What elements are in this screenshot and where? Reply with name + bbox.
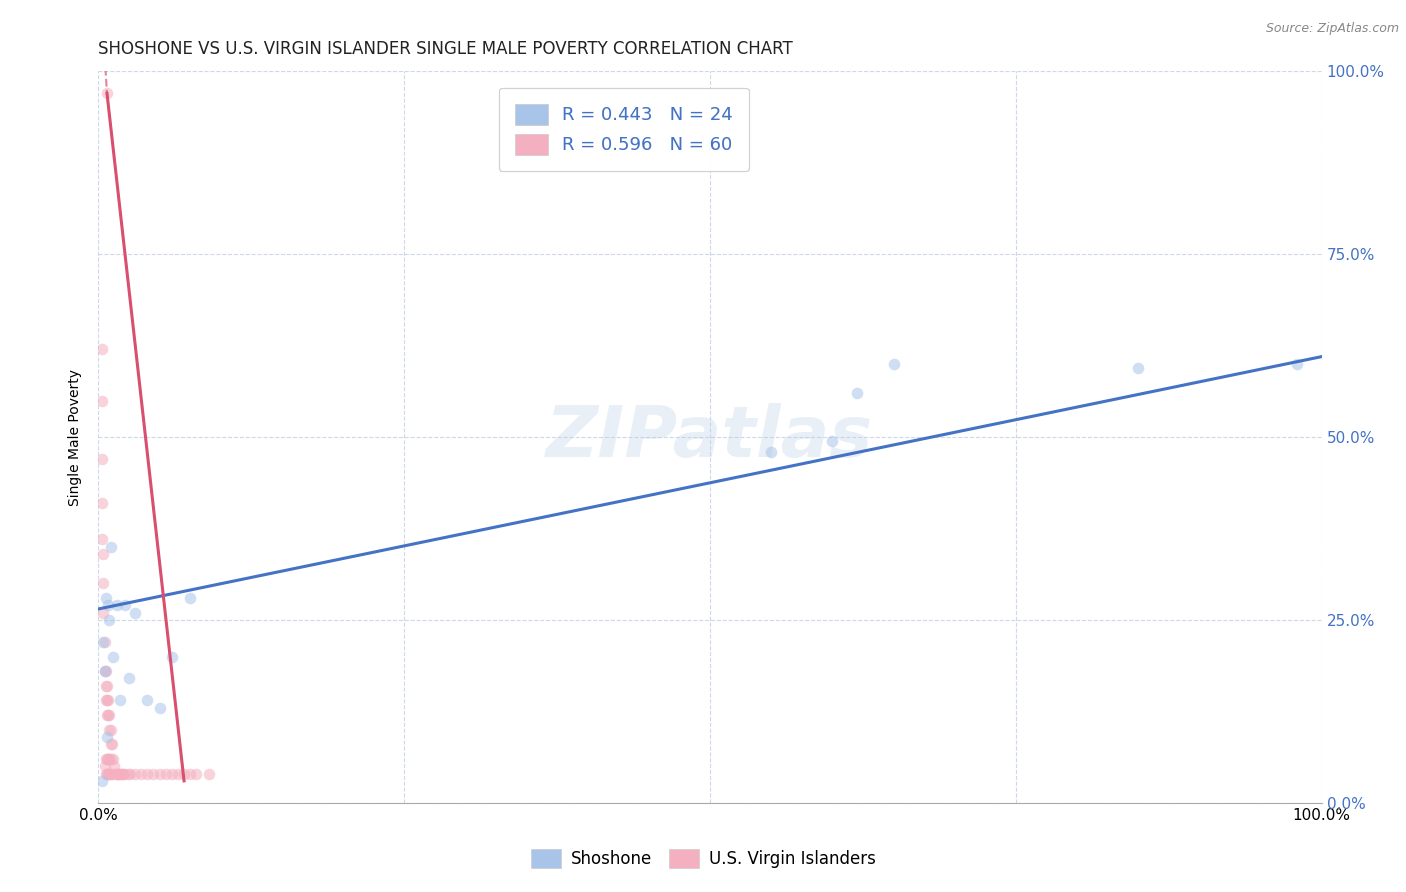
Point xyxy=(98,613,121,627)
Point xyxy=(91,496,114,510)
Point xyxy=(96,766,118,780)
Point xyxy=(96,693,118,707)
Point xyxy=(94,664,117,678)
Point xyxy=(114,599,136,613)
Point xyxy=(101,737,124,751)
Point xyxy=(101,649,124,664)
Point xyxy=(96,679,118,693)
Point xyxy=(110,693,132,707)
Point xyxy=(91,606,114,620)
Point xyxy=(96,87,118,101)
Point xyxy=(94,752,117,766)
Point xyxy=(94,679,117,693)
Point xyxy=(100,752,122,766)
Point xyxy=(97,599,120,613)
Point xyxy=(98,708,121,723)
Point xyxy=(149,766,172,780)
Point xyxy=(94,591,117,605)
Point xyxy=(96,708,118,723)
Point xyxy=(107,766,129,780)
Point xyxy=(124,606,146,620)
Point xyxy=(105,599,128,613)
Point xyxy=(93,635,115,649)
Point xyxy=(821,434,844,448)
Text: Source: ZipAtlas.com: Source: ZipAtlas.com xyxy=(1265,22,1399,36)
Point xyxy=(98,723,121,737)
Point xyxy=(111,766,134,780)
Point xyxy=(179,591,201,605)
Point xyxy=(93,759,115,773)
Point xyxy=(124,766,146,780)
Point xyxy=(155,766,177,780)
Point xyxy=(96,730,118,744)
Point xyxy=(105,766,128,780)
Point xyxy=(1128,360,1150,375)
Point xyxy=(173,766,195,780)
Point xyxy=(111,766,134,780)
Point xyxy=(761,444,783,458)
Point xyxy=(167,766,190,780)
Legend: R = 0.443   N = 24, R = 0.596   N = 60: R = 0.443 N = 24, R = 0.596 N = 60 xyxy=(499,87,749,171)
Point xyxy=(136,693,159,707)
Point xyxy=(129,766,152,780)
Point xyxy=(93,664,115,678)
Point xyxy=(94,766,117,780)
Point xyxy=(96,752,118,766)
Point xyxy=(142,766,165,780)
Text: ZIPatlas: ZIPatlas xyxy=(547,402,873,472)
Point xyxy=(110,766,132,780)
Point xyxy=(91,393,114,408)
Point xyxy=(179,766,201,780)
Point xyxy=(97,752,120,766)
Point xyxy=(91,773,114,788)
Point xyxy=(845,386,868,401)
Y-axis label: Single Male Poverty: Single Male Poverty xyxy=(69,368,83,506)
Point xyxy=(94,693,117,707)
Point xyxy=(100,737,122,751)
Legend: Shoshone, U.S. Virgin Islanders: Shoshone, U.S. Virgin Islanders xyxy=(524,842,882,875)
Point xyxy=(97,693,120,707)
Point xyxy=(100,723,122,737)
Point xyxy=(120,766,142,780)
Point xyxy=(97,708,120,723)
Point xyxy=(112,766,135,780)
Point xyxy=(100,766,122,780)
Point xyxy=(98,766,121,780)
Point xyxy=(160,649,183,664)
Point xyxy=(118,672,141,686)
Point xyxy=(117,766,139,780)
Point xyxy=(98,752,121,766)
Point xyxy=(97,766,120,780)
Point xyxy=(101,752,124,766)
Point xyxy=(91,533,114,547)
Point xyxy=(883,357,905,371)
Point xyxy=(149,700,172,714)
Point xyxy=(1286,357,1309,371)
Point xyxy=(91,547,114,561)
Point xyxy=(91,343,114,357)
Point xyxy=(186,766,208,780)
Point xyxy=(91,635,114,649)
Point xyxy=(108,766,131,780)
Point xyxy=(197,766,219,780)
Point xyxy=(136,766,159,780)
Point xyxy=(103,759,125,773)
Point xyxy=(100,540,122,554)
Point xyxy=(91,576,114,591)
Point xyxy=(101,766,124,780)
Text: SHOSHONE VS U.S. VIRGIN ISLANDER SINGLE MALE POVERTY CORRELATION CHART: SHOSHONE VS U.S. VIRGIN ISLANDER SINGLE … xyxy=(98,40,793,58)
Point xyxy=(160,766,183,780)
Point xyxy=(91,452,114,467)
Point xyxy=(93,664,115,678)
Point xyxy=(104,766,127,780)
